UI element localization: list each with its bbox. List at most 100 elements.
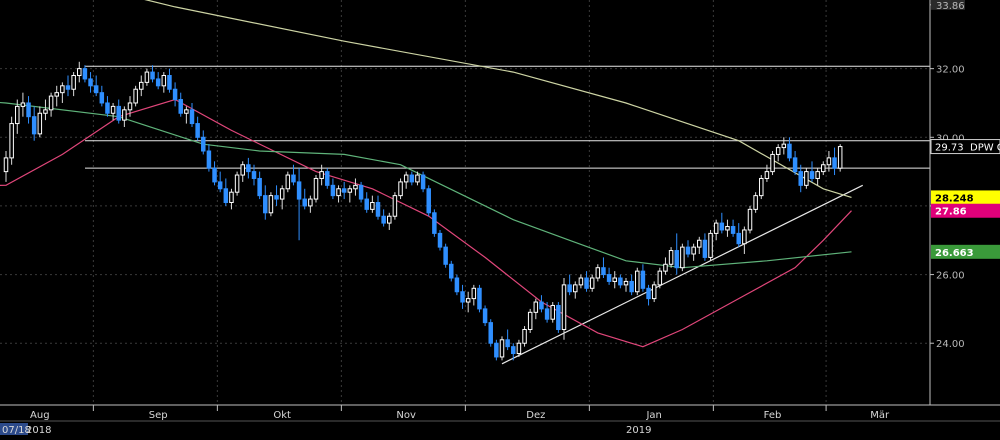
candle-down xyxy=(544,308,550,320)
candle-down xyxy=(201,136,206,152)
ma-label-green-box xyxy=(931,244,1000,259)
candle-down xyxy=(217,181,223,190)
candle-up xyxy=(139,81,144,90)
candle-down xyxy=(449,263,454,279)
candle-up xyxy=(725,226,730,231)
candle-down xyxy=(674,250,679,269)
month-label: Aug xyxy=(30,410,50,421)
candle-down xyxy=(223,188,229,203)
candle-up xyxy=(815,171,820,179)
candle-up xyxy=(15,105,20,125)
candle-up xyxy=(240,164,245,176)
candles xyxy=(3,61,843,361)
candle-up xyxy=(48,95,54,111)
candle-down xyxy=(26,102,31,118)
candle-up xyxy=(110,105,116,114)
candle-up xyxy=(370,202,375,210)
gridlines xyxy=(0,0,930,405)
instrument-label: DPW G xyxy=(970,143,1000,154)
month-label: Nov xyxy=(396,410,416,421)
candle-up xyxy=(9,123,14,159)
candle-up xyxy=(623,280,629,286)
candle-up xyxy=(161,75,167,87)
candle-up xyxy=(37,112,43,135)
candle-down xyxy=(719,222,725,231)
candle-up xyxy=(353,184,358,190)
candle-up xyxy=(561,284,567,330)
candle-down xyxy=(629,280,634,293)
candle-down xyxy=(494,342,499,358)
candle-down xyxy=(172,88,178,101)
candle-down xyxy=(488,322,493,344)
candle-up xyxy=(635,270,640,293)
candle-up xyxy=(663,263,668,272)
annotation-lines xyxy=(85,65,930,365)
candle-up xyxy=(20,102,26,107)
candle-down xyxy=(606,274,612,282)
candle-down xyxy=(274,195,279,200)
candle-down xyxy=(736,232,741,245)
price-tick-label: 32.00 xyxy=(936,65,965,76)
candle-up xyxy=(612,277,617,282)
candle-down xyxy=(251,171,257,179)
candle-up xyxy=(651,284,657,300)
candle-up xyxy=(550,304,555,320)
candle-up xyxy=(680,246,685,269)
candle-up xyxy=(471,287,477,300)
candle-down xyxy=(511,346,516,355)
candle-down xyxy=(150,71,155,80)
candle-up xyxy=(392,195,398,217)
ma-label-green: 26.663 xyxy=(935,248,974,259)
month-label: Sep xyxy=(149,410,168,421)
candle-down xyxy=(798,171,803,186)
candle-up xyxy=(398,181,403,197)
candle-up xyxy=(403,174,409,183)
candle-down xyxy=(291,174,296,183)
price-tick-label: 24.00 xyxy=(936,339,965,350)
candle-down xyxy=(302,198,307,207)
candle-up xyxy=(826,157,832,166)
ma-label-yellow-box xyxy=(931,190,1000,205)
candle-down xyxy=(116,105,121,121)
candle-up xyxy=(122,109,127,121)
candle-up xyxy=(285,174,291,190)
candle-up xyxy=(804,171,809,186)
month-label: Feb xyxy=(764,410,782,421)
candle-down xyxy=(93,85,99,94)
candle-down xyxy=(432,212,437,234)
candle-down xyxy=(437,232,443,248)
candle-up xyxy=(691,246,696,255)
year-label: 2018 xyxy=(26,425,51,436)
candle-down xyxy=(730,226,736,234)
candle-up xyxy=(764,171,770,179)
candle-up xyxy=(54,92,59,97)
candle-up xyxy=(279,188,285,200)
candle-down xyxy=(482,308,488,324)
candle-up xyxy=(144,71,150,83)
candle-down xyxy=(460,291,465,303)
candle-down xyxy=(618,277,623,286)
candle-up xyxy=(668,250,674,265)
candle-down xyxy=(454,277,460,293)
candle-down xyxy=(702,239,708,258)
candle-down xyxy=(792,157,798,173)
moving-average-line xyxy=(0,98,852,348)
candle-up xyxy=(781,143,787,149)
candle-up xyxy=(415,174,420,183)
candle-down xyxy=(539,301,544,310)
candle-down xyxy=(809,171,815,179)
candle-up xyxy=(821,164,826,173)
month-label: Mär xyxy=(870,410,890,421)
candle-down xyxy=(358,184,364,200)
candle-down xyxy=(364,198,369,210)
candle-up xyxy=(347,188,353,193)
candle-up xyxy=(60,85,65,94)
candle-down xyxy=(409,174,415,183)
year-label: 07/18 xyxy=(2,425,31,436)
year-label: 2019 xyxy=(626,425,651,436)
candle-up xyxy=(43,109,48,114)
candle-up xyxy=(742,229,747,245)
value-labels: 29.73 DPW G 28.248 27.86 26.663 xyxy=(930,139,1000,259)
candle-down xyxy=(601,267,606,276)
candle-up xyxy=(527,311,533,330)
